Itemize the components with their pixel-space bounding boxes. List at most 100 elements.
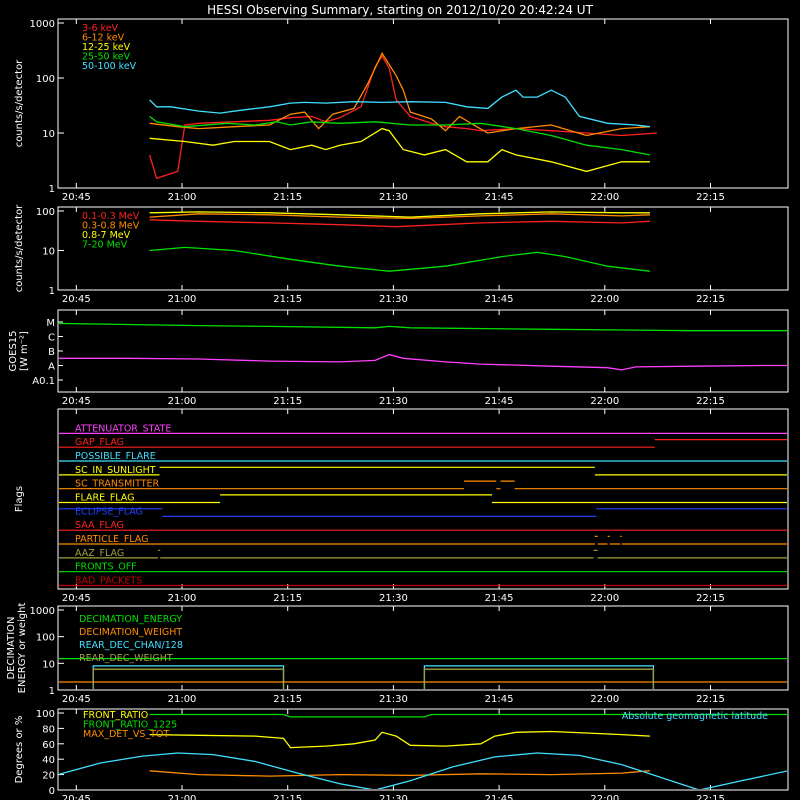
x-tick-label: 22:00 [590, 192, 619, 203]
panel-flags: 20:45 21:00 21:15 21:30 21:45 22:00 22:15 Flags… [14, 408, 789, 604]
legend-entry: 12-25 keV [82, 42, 131, 53]
x-tick-label: 22:00 [590, 396, 619, 407]
y-tick-label: 100 [36, 633, 55, 644]
series-line-decimation-3 [92, 668, 655, 689]
x-tick-label: 20:45 [62, 396, 91, 407]
x-tick-label: 21:00 [168, 694, 197, 705]
x-tick-label: 21:30 [379, 192, 408, 203]
y-tick-label: 1000 [30, 606, 55, 617]
panel-decimation: 20:45 21:00 21:15 21:30 21:45 22:00 22:15 1 10 10… [6, 603, 789, 705]
x-tick-label: 22:00 [590, 593, 619, 604]
legend-entry: 50-100 keV [82, 61, 137, 72]
flag-label: BAD_PACKETS [75, 576, 142, 587]
x-tick-label: 22:00 [590, 294, 619, 305]
y-tick-label: 100 [36, 74, 55, 85]
series-line-ratio-1 [149, 713, 787, 718]
y-tick-label: 1 [49, 286, 55, 297]
flag-label: ATTENUATOR_STATE [75, 423, 171, 434]
y-axis-label: DECIMATION [6, 616, 17, 679]
panel-frame [57, 708, 789, 791]
y-tick-label: 0 [49, 786, 55, 797]
x-tick-label: 22:15 [696, 694, 725, 705]
x-tick-label: 21:00 [168, 294, 197, 305]
panel-gamma: 20:45 21:00 21:15 21:30 21:45 22:00 22:15 1 10 10… [14, 204, 789, 305]
panel-frame [57, 206, 789, 291]
legend-entry: DECIMATION_WEIGHT [79, 627, 182, 638]
legend-entry: 7-20 MeV [82, 240, 128, 251]
x-tick-label: 21:30 [379, 593, 408, 604]
flag-label: FRONTS_OFF [75, 562, 137, 573]
x-tick-label: 21:45 [485, 593, 514, 604]
flag-label: SC_IN_SUNLIGHT [75, 465, 156, 476]
y-axis-label: counts/s/detector [14, 204, 25, 292]
y-axis-label: counts/s/detector [14, 59, 25, 147]
flag-label: POSSIBLE_FLARE [75, 451, 156, 462]
x-tick-label: 21:45 [485, 694, 514, 705]
x-tick-label: 21:00 [168, 794, 197, 800]
legend-entry: FRONT_RATIO_1225 [83, 720, 177, 731]
x-tick-label: 20:45 [62, 593, 91, 604]
series-line-xray-2 [149, 127, 650, 173]
x-tick-label: 22:00 [590, 794, 619, 800]
series-line-goes-1 [59, 353, 787, 371]
flag-label: FLARE_FLAG [75, 493, 135, 504]
chart-title: HESSI Observing Summary, starting on 201… [207, 3, 593, 17]
y-tick-label: 10 [42, 659, 55, 670]
flag-label: ECLIPSE_FLAG [75, 506, 143, 517]
plot-area [59, 432, 787, 587]
y-tick-label: 60 [42, 740, 55, 751]
plot-area [59, 713, 787, 789]
panel-frame [57, 309, 789, 393]
flag-line-gap-flag [59, 439, 787, 448]
panel-ratio: 20:45 21:00 21:15 21:30 21:45 22:00 22:15 0 20 40… [14, 708, 789, 800]
legend-entry: 3-6 keV [82, 23, 119, 34]
series-line-ratio-2 [149, 770, 650, 777]
panel-frame [57, 605, 789, 691]
x-tick-label: 22:15 [696, 593, 725, 604]
legend-entry: FRONT_RATIO [83, 710, 148, 721]
legend-entry: 6-12 keV [82, 33, 125, 44]
legend-entry: REAR_DEC_CHAN/128 [79, 640, 183, 651]
flag-line-sc-in-sunlight [59, 466, 787, 476]
series-line-goes-0 [59, 322, 787, 332]
flag-line-sc-transmitter [59, 480, 787, 490]
x-tick-label: 22:15 [696, 794, 725, 800]
y-tick-label: 20 [42, 771, 55, 782]
y-tick-label: B [48, 347, 55, 358]
x-tick-label: 20:45 [62, 294, 91, 305]
x-tick-label: 21:45 [485, 192, 514, 203]
y-axis-unit: [W m⁻²] [19, 331, 30, 371]
x-tick-label: 20:45 [62, 794, 91, 800]
y-tick-label: C [48, 333, 55, 344]
flag-label: AAZ_FLAG [75, 548, 124, 559]
legend-entry: 0.3-0.8 MeV [82, 221, 140, 232]
flag-line-eclipse-flag [59, 508, 787, 517]
x-tick-label: 21:45 [485, 396, 514, 407]
y-tick-label: 1 [49, 686, 55, 697]
y-tick-label: 40 [42, 755, 55, 766]
annotation-label: Absolute geomagnetic latitude [622, 711, 768, 722]
y-tick-label: A [48, 362, 55, 373]
series-line-xray-3 [149, 115, 651, 156]
y-axis-label: ENERGY or weight [17, 603, 28, 694]
legend-entry: 25-50 keV [82, 52, 131, 63]
x-tick-label: 22:15 [696, 294, 725, 305]
x-tick-label: 21:15 [273, 794, 302, 800]
series-line-gamma-1 [149, 213, 650, 220]
series-line-gamma-2 [149, 211, 650, 218]
legend-entry: 0.8-7 MeV [82, 230, 131, 241]
x-tick-label: 21:15 [273, 694, 302, 705]
flag-line-particle-flag [59, 535, 787, 545]
y-tick-label: A0.1 [32, 376, 55, 387]
flag-label: PARTICLE_FLAG [75, 534, 148, 545]
legend-entry: 0.1-0.3 MeV [82, 211, 140, 222]
x-tick-label: 21:45 [485, 794, 514, 800]
plot-area [149, 211, 650, 272]
series-line-xray-4 [149, 89, 650, 128]
y-axis-label: GOES15 [8, 330, 19, 371]
y-tick-label: 80 [42, 724, 55, 735]
y-tick-label: 100 [36, 207, 55, 218]
y-axis-label: Degrees or % [14, 716, 25, 784]
